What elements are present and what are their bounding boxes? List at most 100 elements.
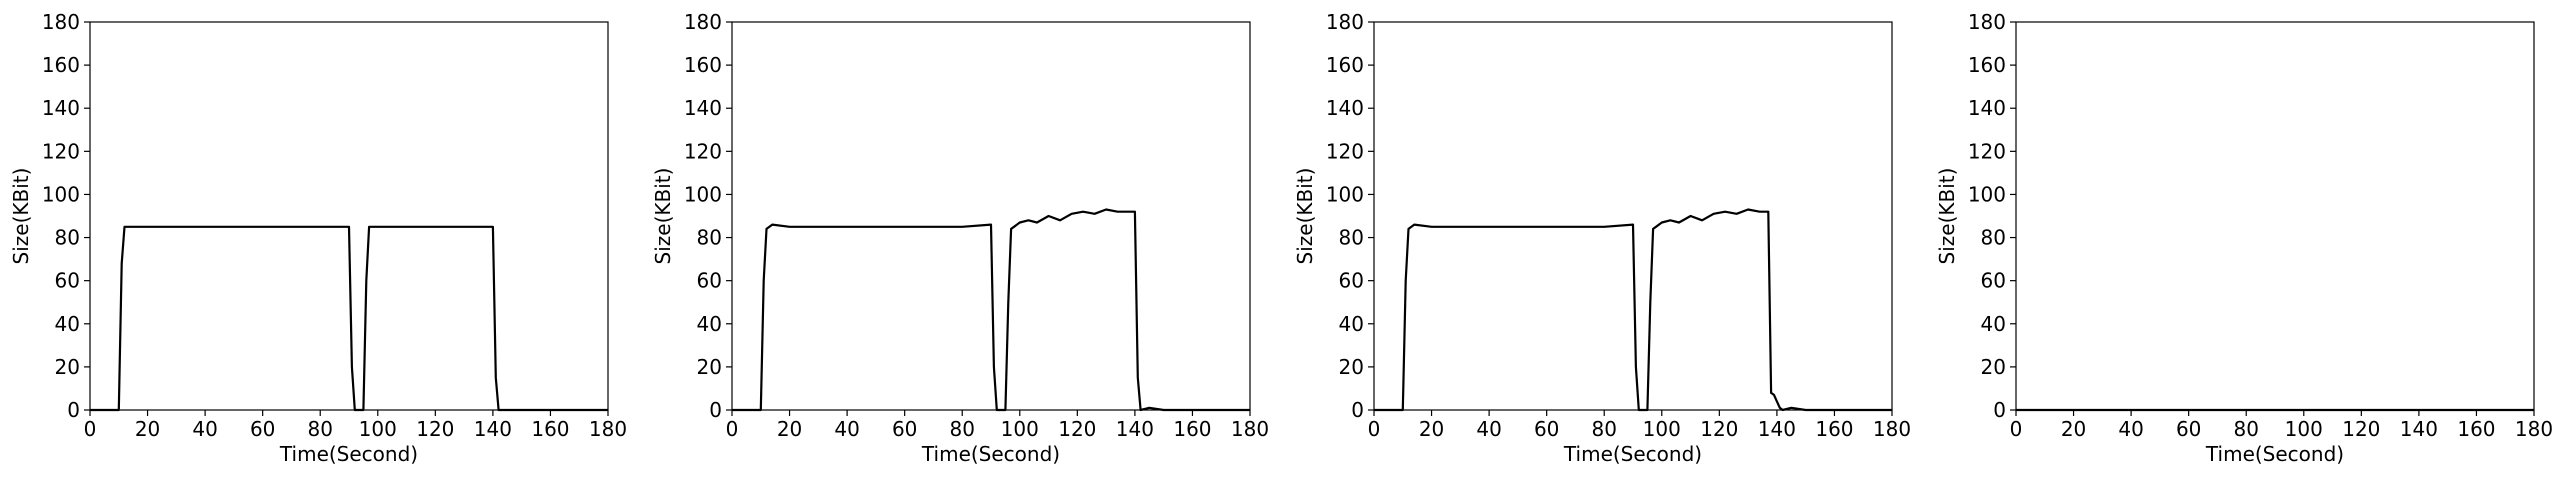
x-axis-label: Time(Second) <box>1563 442 1702 466</box>
x-tick-label: 60 <box>2176 417 2201 441</box>
y-tick-label: 160 <box>42 53 80 77</box>
y-axis-label: Size(KBit) <box>1935 168 1959 265</box>
x-tick-label: 140 <box>474 417 512 441</box>
x-tick-label: 60 <box>892 417 917 441</box>
y-tick-label: 40 <box>1339 312 1364 336</box>
y-tick-label: 160 <box>1968 53 2006 77</box>
y-tick-label: 20 <box>697 355 722 379</box>
x-tick-label: 160 <box>2457 417 2495 441</box>
x-tick-label: 20 <box>135 417 160 441</box>
x-tick-label: 20 <box>1419 417 1444 441</box>
x-tick-label: 140 <box>1116 417 1154 441</box>
y-tick-label: 80 <box>1339 226 1364 250</box>
x-tick-label: 120 <box>1700 417 1738 441</box>
plot-frame <box>89 21 609 411</box>
x-tick-label: 40 <box>2118 417 2143 441</box>
y-tick-label: 100 <box>684 182 722 206</box>
y-tick-label: 0 <box>67 398 80 422</box>
x-tick-label: 60 <box>1534 417 1559 441</box>
y-tick-label: 0 <box>1351 398 1364 422</box>
y-tick-label: 80 <box>1981 226 2006 250</box>
x-tick-label: 20 <box>777 417 802 441</box>
x-tick-label: 0 <box>2010 417 2023 441</box>
series-line-1 <box>732 208 1250 412</box>
x-tick-label: 0 <box>726 417 739 441</box>
x-tick-label: 100 <box>1001 417 1039 441</box>
y-tick-label: 60 <box>55 269 80 293</box>
y-tick-label: 0 <box>709 398 722 422</box>
x-tick-label: 140 <box>1758 417 1796 441</box>
y-tick-label: 20 <box>55 355 80 379</box>
x-tick-label: 180 <box>2515 417 2553 441</box>
x-tick-label: 40 <box>834 417 859 441</box>
chart-panel-3: 0 20 40 60 80 100 120 140 160 180 0 20 40 60 80 100 120 1… <box>1293 10 1911 466</box>
y-tick-label: 40 <box>1981 312 2006 336</box>
x-tick-label: 180 <box>589 417 627 441</box>
y-tick-label: 120 <box>684 139 722 163</box>
x-tick-label: 0 <box>1368 417 1381 441</box>
y-tick-label: 160 <box>684 53 722 77</box>
x-tick-label: 100 <box>2285 417 2323 441</box>
x-tick-label: 0 <box>84 417 97 441</box>
chart-panel-1: 0 20 40 60 80 100 120 140 160 180 0 20 40 60 80 100 120 1… <box>9 10 627 466</box>
plot-frame <box>731 21 1251 411</box>
y-tick-label: 120 <box>1968 139 2006 163</box>
y-tick-label: 20 <box>1339 355 1364 379</box>
x-tick-label: 180 <box>1873 417 1911 441</box>
y-tick-label: 20 <box>1981 355 2006 379</box>
y-tick-label: 60 <box>697 269 722 293</box>
y-tick-label: 60 <box>1981 269 2006 293</box>
y-tick-label: 140 <box>42 96 80 120</box>
x-tick-label: 160 <box>1815 417 1853 441</box>
x-tick-label: 60 <box>250 417 275 441</box>
x-tick-label: 120 <box>1058 417 1096 441</box>
y-tick-label: 80 <box>697 226 722 250</box>
x-tick-label: 120 <box>416 417 454 441</box>
y-axis-label: Size(KBit) <box>651 168 675 265</box>
x-tick-label: 40 <box>192 417 217 441</box>
y-axis-label: Size(KBit) <box>1293 168 1317 265</box>
y-tick-label: 120 <box>42 139 80 163</box>
y-tick-label: 160 <box>1326 53 1364 77</box>
plot-frame <box>2015 21 2535 411</box>
y-tick-label: 180 <box>1326 10 1364 34</box>
x-tick-label: 100 <box>1643 417 1681 441</box>
y-tick-label: 100 <box>1968 182 2006 206</box>
y-tick-label: 60 <box>1339 269 1364 293</box>
plot-frame <box>1373 21 1893 411</box>
y-tick-label: 140 <box>684 96 722 120</box>
series-line-1 <box>90 225 608 412</box>
y-tick-label: 180 <box>42 10 80 34</box>
y-tick-label: 120 <box>1326 139 1364 163</box>
y-axis-label: Size(KBit) <box>9 168 33 265</box>
x-tick-label: 160 <box>1173 417 1211 441</box>
x-tick-label: 100 <box>359 417 397 441</box>
y-tick-label: 140 <box>1326 96 1364 120</box>
y-tick-label: 80 <box>55 226 80 250</box>
x-tick-label: 120 <box>2342 417 2380 441</box>
x-axis-label: Time(Second) <box>279 442 418 466</box>
x-tick-label: 160 <box>531 417 569 441</box>
y-tick-label: 140 <box>1968 96 2006 120</box>
x-tick-label: 80 <box>949 417 974 441</box>
y-tick-label: 100 <box>42 182 80 206</box>
y-tick-label: 40 <box>697 312 722 336</box>
y-tick-label: 0 <box>1993 398 2006 422</box>
x-tick-label: 40 <box>1476 417 1501 441</box>
chart-panel-2: 0 20 40 60 80 100 120 140 160 180 0 20 40 60 80 100 120 1… <box>651 10 1269 466</box>
x-axis-label: Time(Second) <box>2205 442 2344 466</box>
x-tick-label: 20 <box>2061 417 2086 441</box>
x-tick-label: 140 <box>2400 417 2438 441</box>
x-axis-label: Time(Second) <box>921 442 1060 466</box>
x-tick-label: 80 <box>2233 417 2258 441</box>
y-tick-label: 40 <box>55 312 80 336</box>
series-line-1 <box>1374 208 1892 412</box>
chart-panel-4: 0 20 40 60 80 100 120 140 160 180 0 20 40 60 80 100 120 1… <box>1935 10 2553 466</box>
y-tick-label: 180 <box>1968 10 2006 34</box>
x-tick-label: 180 <box>1231 417 1269 441</box>
x-tick-label: 80 <box>307 417 332 441</box>
y-tick-label: 100 <box>1326 182 1364 206</box>
x-tick-label: 80 <box>1591 417 1616 441</box>
y-tick-label: 180 <box>684 10 722 34</box>
